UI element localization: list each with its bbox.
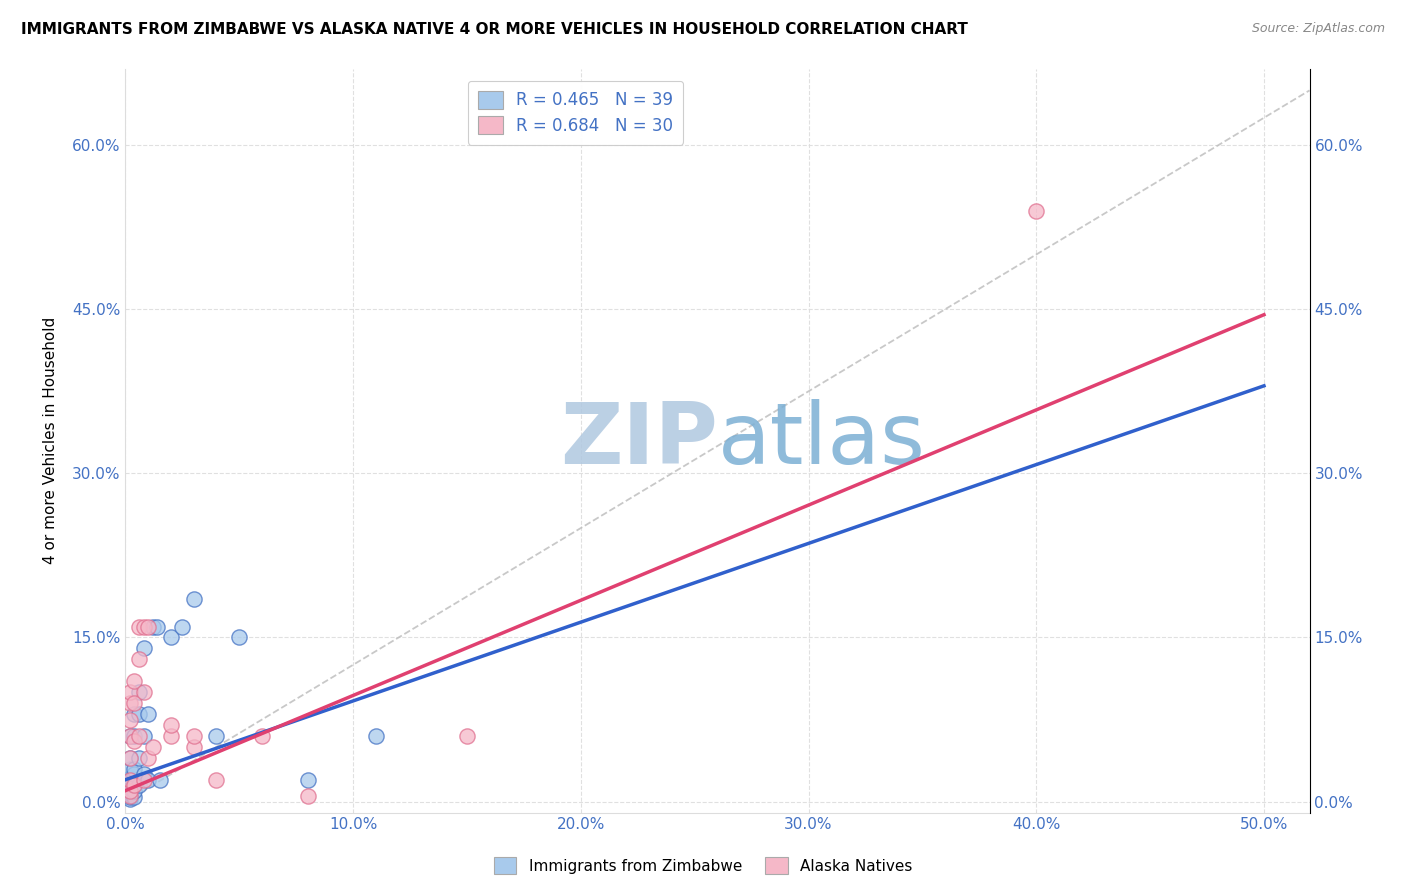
Point (136, 751, 159, 765)
Point (124, 696, 146, 710)
Point (118, 713, 141, 727)
Text: atlas: atlas (717, 399, 925, 482)
Text: Source: ZipAtlas.com: Source: ZipAtlas.com (1251, 22, 1385, 36)
Point (132, 685, 155, 699)
Point (118, 781, 141, 796)
Point (1025, 203, 1047, 218)
Point (142, 739, 165, 754)
Point (136, 707, 159, 722)
Point (124, 778, 146, 792)
Point (118, 778, 141, 792)
Point (228, 631, 250, 645)
Point (160, 729, 183, 743)
Point (183, 739, 205, 754)
Point (160, 631, 183, 645)
Text: IMMIGRANTS FROM ZIMBABWE VS ALASKA NATIVE 4 OR MORE VEHICLES IN HOUSEHOLD CORREL: IMMIGRANTS FROM ZIMBABWE VS ALASKA NATIV… (21, 22, 967, 37)
Point (128, 729, 150, 743)
Point (148, 772, 170, 787)
Point (124, 790, 146, 805)
Point (205, 772, 228, 787)
Point (142, 619, 165, 633)
Point (132, 619, 155, 633)
Point (118, 762, 141, 776)
Point (132, 729, 155, 743)
Point (118, 789, 141, 804)
Point (128, 685, 150, 699)
Point (124, 674, 146, 689)
Point (132, 767, 155, 781)
Point (124, 772, 146, 787)
Point (118, 729, 141, 743)
Point (118, 696, 141, 710)
Point (118, 792, 141, 806)
Point (118, 790, 141, 805)
Point (118, 786, 141, 800)
Point (132, 641, 155, 656)
Point (128, 751, 150, 765)
Legend: R = 0.465   N = 39, R = 0.684   N = 30: R = 0.465 N = 39, R = 0.684 N = 30 (468, 80, 683, 145)
Point (183, 592, 205, 607)
Point (118, 751, 141, 765)
Point (124, 783, 146, 797)
Point (128, 619, 150, 633)
Point (172, 619, 194, 633)
Point (118, 729, 141, 743)
Point (118, 775, 141, 789)
Point (128, 778, 150, 792)
Point (132, 772, 155, 787)
Point (118, 771, 141, 785)
Point (124, 729, 146, 743)
Point (124, 762, 146, 776)
Point (160, 718, 183, 732)
Point (250, 729, 273, 743)
Point (128, 707, 150, 722)
Point (118, 788, 141, 802)
Point (118, 783, 141, 797)
Legend: Immigrants from Zimbabwe, Alaska Natives: Immigrants from Zimbabwe, Alaska Natives (488, 851, 918, 880)
Point (118, 751, 141, 765)
Point (124, 734, 146, 748)
Y-axis label: 4 or more Vehicles in Household: 4 or more Vehicles in Household (44, 317, 58, 564)
Point (456, 729, 478, 743)
Point (118, 772, 141, 787)
Point (297, 772, 319, 787)
Point (205, 729, 228, 743)
Point (124, 767, 146, 781)
Point (128, 652, 150, 666)
Point (118, 783, 141, 797)
Point (124, 707, 146, 722)
Text: ZIP: ZIP (560, 399, 717, 482)
Point (297, 789, 319, 804)
Point (146, 619, 169, 633)
Point (118, 685, 141, 699)
Point (364, 729, 387, 743)
Point (183, 729, 205, 743)
Point (124, 778, 146, 792)
Point (136, 619, 159, 633)
Point (136, 772, 159, 787)
